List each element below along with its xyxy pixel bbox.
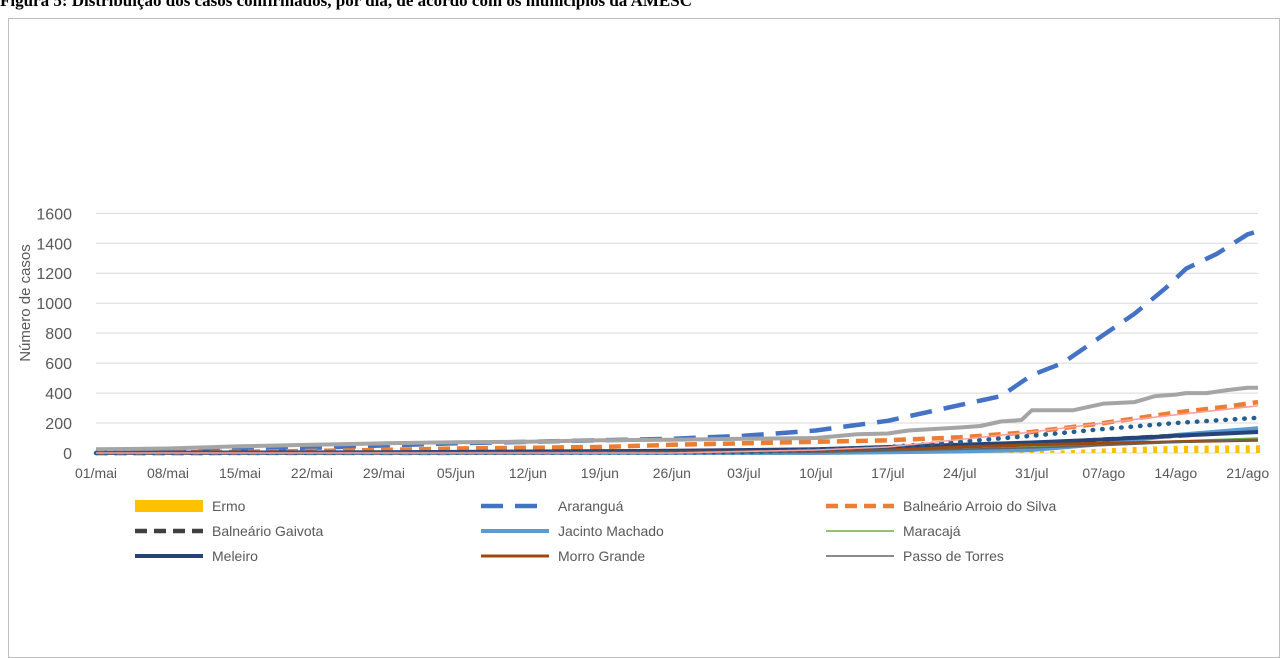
y-tick-label: 0: [63, 446, 72, 463]
bar: [1061, 450, 1065, 453]
x-tick-label: 01/mai: [75, 465, 117, 481]
x-tick-label: 03/jul: [727, 465, 760, 481]
bar: [1246, 445, 1250, 453]
legend-item: Balneário Arroio do Silva: [826, 498, 1057, 514]
bar: [1081, 450, 1085, 453]
y-tick-label: 600: [45, 356, 72, 373]
legend-item: Jacinto Machado: [481, 523, 664, 539]
legend-item: Maracajá: [826, 523, 961, 539]
bar: [1225, 445, 1229, 453]
legend-swatch: [135, 500, 203, 512]
legend-label: Balneário Gaivota: [212, 523, 324, 539]
legend-label: Morro Grande: [558, 548, 645, 564]
bar: [1235, 445, 1239, 453]
bar: [1153, 446, 1157, 453]
bar: [1122, 448, 1126, 453]
bar: [1050, 451, 1054, 453]
y-tick-label: 1600: [36, 206, 72, 223]
legend-label: Araranguá: [558, 498, 624, 514]
y-tick-label: 1000: [36, 296, 72, 313]
y-tick-label: 200: [45, 416, 72, 433]
legend-label: Balneário Arroio do Silva: [903, 498, 1057, 514]
bar: [1163, 446, 1167, 453]
x-tick-label: 10/jul: [799, 465, 832, 481]
y-tick-label: 1400: [36, 236, 72, 253]
bar: [1091, 449, 1095, 453]
x-axis-ticks: 01/mai 08/mai 15/mai 22/mai 29/mai 05/jun 12/j…: [75, 465, 1269, 481]
bar: [1256, 445, 1260, 453]
x-tick-label: 31/jul: [1015, 465, 1048, 481]
y-tick-label: 800: [45, 326, 72, 343]
bar: [1184, 446, 1188, 453]
bar: [1194, 446, 1198, 453]
series-line-ararangu-: [96, 231, 1258, 452]
legend-item: Morro Grande: [481, 548, 645, 564]
x-tick-label: 08/mai: [147, 465, 189, 481]
x-tick-label: 26/jun: [653, 465, 691, 481]
legend-item: Araranguá: [481, 498, 624, 514]
x-tick-label: 17/jul: [871, 465, 904, 481]
x-tick-label: 21/ago: [1226, 465, 1269, 481]
series-lines: [96, 231, 1260, 453]
bar: [1143, 447, 1147, 453]
bar: [1102, 449, 1106, 453]
legend-item: Ermo: [135, 498, 246, 514]
x-tick-label: 07/ago: [1082, 465, 1125, 481]
legend-label: Meleiro: [212, 548, 258, 564]
y-axis-label: Número de casos: [17, 244, 34, 362]
y-tick-label: 400: [45, 386, 72, 403]
x-tick-label: 24/jul: [943, 465, 976, 481]
gridlines: [96, 213, 1258, 453]
bar: [1205, 446, 1209, 453]
bar: [1040, 451, 1044, 453]
legend-label: Passo de Torres: [903, 548, 1004, 564]
x-tick-label: 22/mai: [291, 465, 333, 481]
bar: [1112, 448, 1116, 453]
x-tick-label: 29/mai: [363, 465, 405, 481]
legend-item: Meleiro: [135, 548, 258, 564]
legend-item: Balneário Gaivota: [135, 523, 324, 539]
x-tick-label: 14/ago: [1154, 465, 1197, 481]
legend-label: Jacinto Machado: [558, 523, 664, 539]
x-tick-label: 05/jun: [437, 465, 475, 481]
bar: [1215, 445, 1219, 453]
x-tick-label: 12/jun: [509, 465, 547, 481]
y-tick-label: 1200: [36, 266, 72, 283]
x-tick-label: 19/jun: [581, 465, 619, 481]
legend-item: Passo de Torres: [826, 548, 1004, 564]
bar: [1174, 446, 1178, 453]
legend-label: Ermo: [212, 498, 246, 514]
legend-label: Maracajá: [903, 523, 961, 539]
x-tick-label: 15/mai: [219, 465, 261, 481]
y-axis-ticks: 0 200 400 600 800 1000 1200 1400 1600: [36, 206, 72, 463]
bar: [1133, 447, 1137, 453]
legend: Ermo Araranguá Balneário Arroio do Silva Ba…: [135, 498, 1057, 564]
bar: [1071, 450, 1075, 453]
